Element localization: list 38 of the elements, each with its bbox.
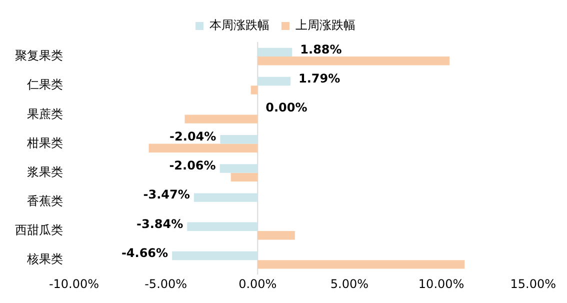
bar [148,144,258,152]
bar [187,222,258,231]
legend-label: 上周涨跌幅 [296,18,356,32]
x-tick-label: 0.00% [238,276,277,291]
data-label: -4.66% [121,246,168,260]
data-label: 1.79% [298,71,340,86]
bar [220,135,258,144]
x-tick-label: 5.00% [330,276,369,291]
bar [194,193,258,202]
x-tick-label: -10.00% [48,276,100,291]
y-tick-label: 浆果类 [27,164,63,179]
data-label: -2.06% [169,158,216,173]
y-tick-label: 果蔗类 [27,106,63,121]
data-label: -3.47% [143,188,190,202]
x-tick-label: 10.00% [418,276,464,291]
x-tick-label: 15.00% [510,276,556,291]
data-label: -2.04% [170,130,216,144]
bar [220,164,258,173]
legend-label: 本周涨跌幅 [210,18,270,32]
bar [258,48,292,57]
y-tick-label: 聚复果类 [15,48,63,63]
y-tick-label: 核果类 [26,252,63,266]
y-tick-label: 西甜瓜类 [15,223,63,238]
bar [258,56,450,66]
y-tick-label: 柑果类 [26,136,63,150]
bar [250,86,258,94]
bar [230,172,258,182]
bar [258,76,291,86]
bar [258,260,465,269]
data-label: 1.88% [300,42,342,56]
data-label: -3.84% [136,216,184,231]
bar [184,114,258,124]
x-tick-label: -5.00% [144,276,188,291]
bar [172,251,258,260]
bar [258,230,295,240]
data-label: 0.00% [266,100,308,114]
y-tick-label: 仁果类 [26,78,63,92]
y-tick-label: 香蕉类 [27,194,63,208]
